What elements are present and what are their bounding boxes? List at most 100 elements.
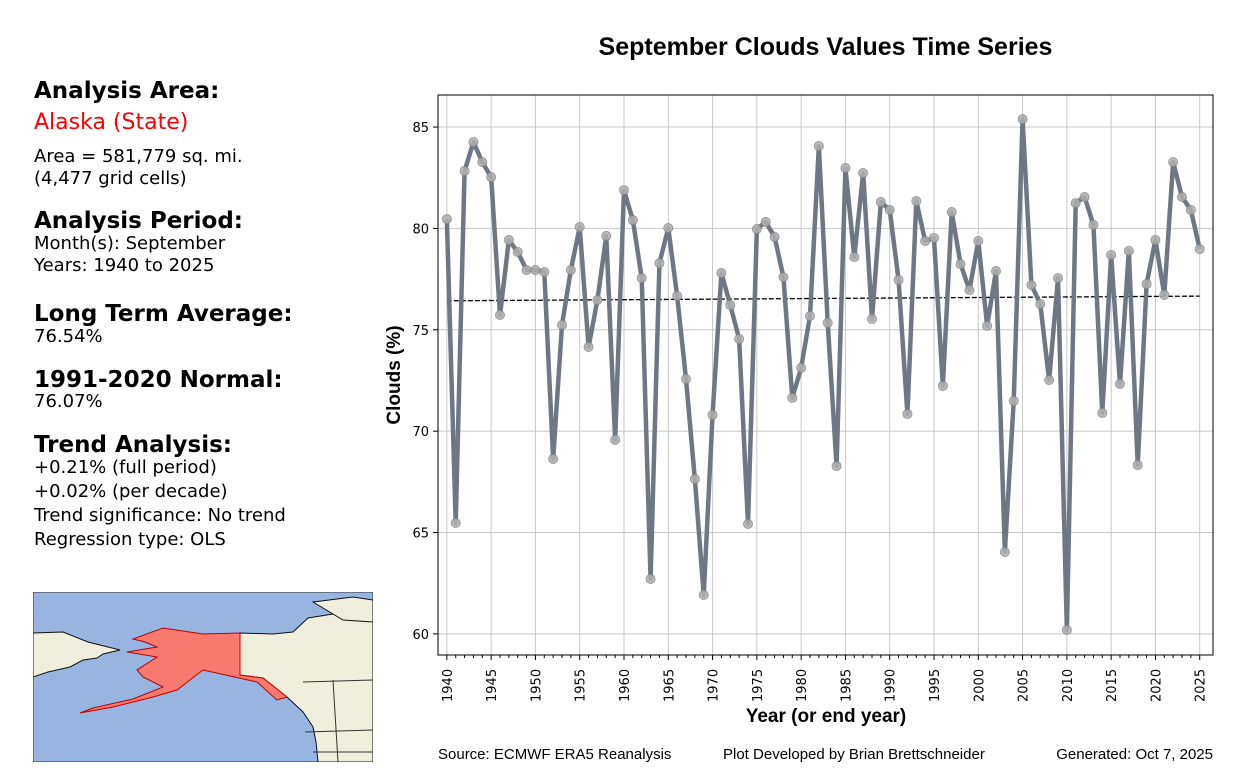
data-point — [973, 235, 984, 246]
data-point — [1194, 244, 1205, 255]
series-line — [444, 116, 1202, 633]
data-point — [601, 230, 612, 241]
data-point — [521, 264, 532, 275]
arctic-islands — [311, 596, 373, 623]
data-point — [875, 197, 886, 208]
data-point — [689, 474, 700, 485]
data-point — [716, 268, 727, 279]
locator-map — [33, 592, 373, 762]
data-point — [1106, 249, 1117, 260]
data-point — [574, 221, 585, 232]
plot-frame — [437, 94, 1214, 656]
grid-cells: (4,477 grid cells) — [34, 168, 187, 189]
data-point — [1177, 191, 1187, 202]
data-point — [1017, 114, 1028, 125]
lta-value: 76.54% — [34, 326, 103, 347]
data-point — [636, 273, 647, 284]
data-point — [1044, 375, 1055, 386]
data-point — [548, 453, 559, 464]
x-tick-label: 2020 — [1149, 669, 1164, 702]
months: Month(s): September — [34, 233, 226, 254]
data-point — [619, 185, 629, 196]
data-point — [1053, 273, 1063, 284]
data-point — [858, 168, 869, 179]
y-tick-label: 65 — [412, 527, 429, 542]
x-tick-label: 1955 — [574, 669, 589, 702]
data-point — [796, 362, 807, 373]
data-point — [477, 157, 488, 168]
trend-full: +0.21% (full period) — [34, 457, 217, 478]
data-point — [1159, 289, 1170, 300]
trend-heading: Trend Analysis: — [34, 432, 232, 458]
data-point — [911, 196, 922, 207]
data-point — [654, 258, 665, 269]
data-point — [512, 246, 523, 257]
data-point — [893, 274, 904, 285]
data-point — [920, 235, 931, 246]
data-point — [769, 231, 780, 242]
area-name: Alaska (State) — [34, 110, 189, 135]
x-tick-label: 1945 — [485, 669, 500, 702]
data-point — [725, 300, 736, 311]
data-point — [1150, 234, 1161, 245]
data-point — [778, 272, 789, 283]
data-point — [964, 285, 975, 296]
data-point — [698, 589, 709, 600]
data-point — [530, 264, 541, 275]
x-tick-label: 2025 — [1194, 669, 1209, 702]
data-point — [539, 267, 550, 278]
developer-note: Plot Developed by Brian Brettschneider — [723, 746, 985, 763]
regression-type: Regression type: OLS — [34, 529, 226, 550]
data-point — [1141, 278, 1152, 289]
data-point — [441, 214, 452, 225]
y-tick-label: 85 — [412, 121, 429, 136]
data-point — [1061, 624, 1072, 635]
data-point — [1168, 157, 1179, 168]
x-axis-label: Year (or end year) — [746, 706, 907, 727]
x-tick-label: 1965 — [662, 669, 677, 702]
area-size: Area = 581,779 sq. mi. — [34, 146, 243, 167]
data-point — [1123, 245, 1134, 256]
data-point — [1008, 395, 1019, 406]
data-point — [1079, 191, 1090, 202]
data-point — [681, 374, 691, 385]
data-point — [468, 137, 479, 148]
trend-significance: Trend significance: No trend — [34, 505, 286, 526]
y-axis-label: Clouds (%) — [384, 325, 405, 424]
data-point — [787, 392, 798, 403]
data-point — [822, 317, 833, 328]
x-tick-label: 1940 — [441, 669, 456, 702]
normal-value: 76.07% — [34, 391, 103, 412]
x-tick-label: 1970 — [707, 669, 722, 702]
data-point — [557, 319, 567, 330]
data-point — [592, 294, 603, 305]
data-point — [1026, 279, 1037, 290]
data-point — [450, 518, 461, 529]
data-point — [627, 215, 638, 226]
x-tick-label: 2005 — [1017, 669, 1032, 702]
data-point — [610, 434, 621, 445]
x-tick-label: 1980 — [795, 669, 810, 702]
borders — [302, 679, 373, 762]
x-tick-label: 2015 — [1105, 669, 1120, 702]
period-heading: Analysis Period: — [34, 208, 243, 234]
y-tick-label: 60 — [412, 628, 429, 643]
data-point — [760, 216, 771, 227]
x-tick-label: 1985 — [839, 669, 854, 702]
x-tick-label: 1960 — [618, 669, 633, 702]
grid — [438, 95, 1213, 655]
y-tick-label: 80 — [412, 222, 429, 237]
alaska-highlight — [79, 627, 289, 714]
data-point — [583, 342, 594, 353]
lta-heading: Long Term Average: — [34, 301, 293, 327]
normal-heading: 1991-2020 Normal: — [34, 367, 283, 393]
data-point — [937, 380, 948, 391]
data-point — [1088, 219, 1099, 230]
data-point — [1035, 299, 1046, 310]
data-point — [1185, 204, 1196, 215]
x-tick-label: 1975 — [751, 669, 766, 702]
trend-line — [446, 295, 1200, 302]
x-tick-label: 1995 — [928, 669, 943, 702]
x-tick-label: 2000 — [972, 669, 987, 702]
